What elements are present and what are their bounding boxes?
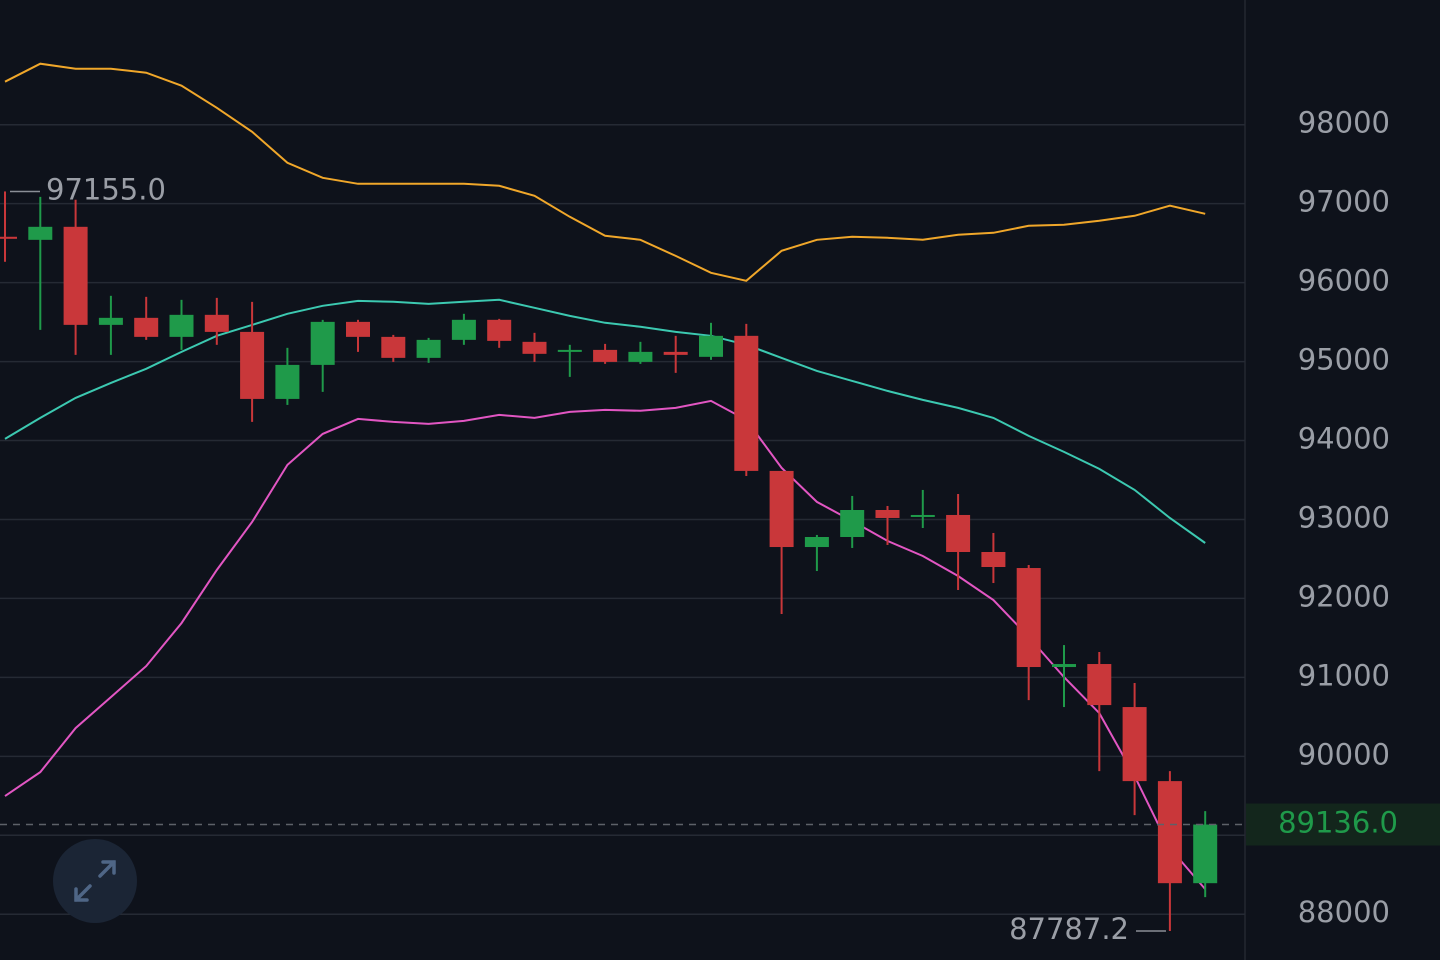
candle-body [557,349,582,352]
candle-body [910,514,935,517]
expand-button[interactable] [53,839,137,923]
y-tick-label: 93000 [1298,500,1390,534]
candle-body [769,470,794,548]
last-price-label: 89136.0 [1278,806,1398,840]
candle-body [1157,781,1182,884]
candle-body [28,226,53,240]
candle-body [804,537,829,548]
low-marker-label: 87787.2 [1009,912,1129,946]
y-tick-label: 90000 [1298,737,1390,771]
candle-body [240,331,265,399]
y-tick-label: 88000 [1298,895,1390,929]
bands [4,62,1206,890]
expand-icon[interactable] [74,860,116,902]
overlay: 97155.0 87787.2 89136.0 [0,172,1440,946]
candles [0,191,1218,932]
candle-body [946,514,971,552]
candle-body [134,317,159,337]
band-line [4,399,1206,890]
candle-body [1193,824,1218,884]
high-marker-label: 97155.0 [46,172,166,206]
candle-body [699,335,723,357]
candle-body [628,351,653,362]
candle-body [875,510,900,518]
candle-body [663,351,688,355]
candle-body [1087,664,1112,706]
candle-body [310,321,335,365]
candle-body [63,226,88,325]
candle-body [1122,707,1147,782]
candle-body [346,321,370,337]
candle-body [522,341,547,354]
candle-body [593,349,618,362]
candle-body [840,510,865,537]
y-tick-label: 97000 [1298,185,1390,219]
candle-body [487,319,512,341]
candle-body [416,339,441,358]
candle-body [169,314,194,337]
y-tick-label: 98000 [1298,106,1390,140]
band-line [4,62,1206,282]
y-tick-label: 91000 [1298,658,1390,692]
y-tick-label: 96000 [1298,264,1390,298]
candle-body [451,319,476,340]
grid: 8800089000900009100092000930009400095000… [0,106,1390,929]
candle-body [0,236,17,239]
candle-body [1016,568,1041,668]
candle-body [98,317,123,325]
y-tick-label: 92000 [1298,579,1390,613]
last-price-box [1246,803,1440,846]
candle-body [981,552,1006,567]
candle-body [734,335,759,471]
candle-body [204,314,229,332]
candle-body [381,336,406,358]
band-line [4,298,1206,544]
candle-body [1052,664,1076,668]
candle-body [275,364,300,399]
y-tick-label: 94000 [1298,422,1390,456]
y-tick-label: 95000 [1298,343,1390,377]
expand-button-bg[interactable] [53,839,137,923]
